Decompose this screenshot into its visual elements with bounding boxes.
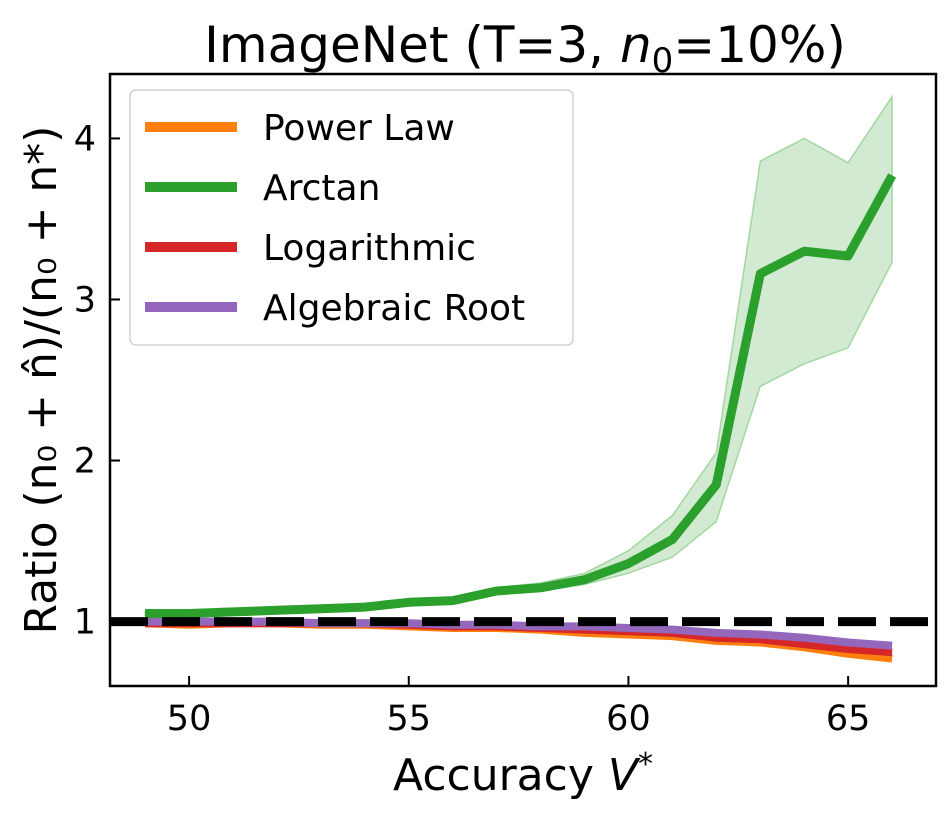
legend: Power Law Arctan Logarithmic Algebraic Root — [129, 89, 574, 346]
arctan-legend-label: Arctan — [263, 168, 380, 209]
x-tick-label: 55 — [386, 699, 431, 739]
plot-area — [110, 94, 936, 663]
y-tick-label: 4 — [74, 119, 96, 159]
power-law-legend-label: Power Law — [263, 108, 455, 149]
axes-frame — [108, 72, 938, 688]
y-axis-ticks: 1 2 3 4 — [74, 119, 120, 643]
chart-title: ImageNet (T=3, n0=10%) — [204, 16, 846, 81]
algebraic-root-legend-label: Algebraic Root — [263, 288, 525, 329]
x-axis-label: Accuracy V* — [393, 747, 653, 801]
x-tick-label: 60 — [606, 699, 651, 739]
x-tick-label: 50 — [167, 699, 212, 739]
y-tick-label: 3 — [74, 280, 96, 320]
arctan-line — [145, 173, 897, 618]
x-axis-ticks: 50 55 60 65 — [167, 676, 871, 739]
legend-box — [129, 89, 574, 346]
y-tick-label: 1 — [74, 603, 96, 643]
x-tick-label: 65 — [826, 699, 871, 739]
y-tick-label: 2 — [74, 442, 96, 482]
logarithmic-legend-label: Logarithmic — [263, 228, 476, 269]
y-axis-label: Ratio (n₀ + n̂)/(n₀ + n*) — [16, 126, 67, 635]
